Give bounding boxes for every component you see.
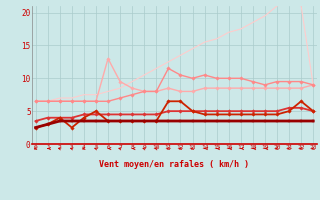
X-axis label: Vent moyen/en rafales ( km/h ): Vent moyen/en rafales ( km/h ) xyxy=(100,160,249,169)
